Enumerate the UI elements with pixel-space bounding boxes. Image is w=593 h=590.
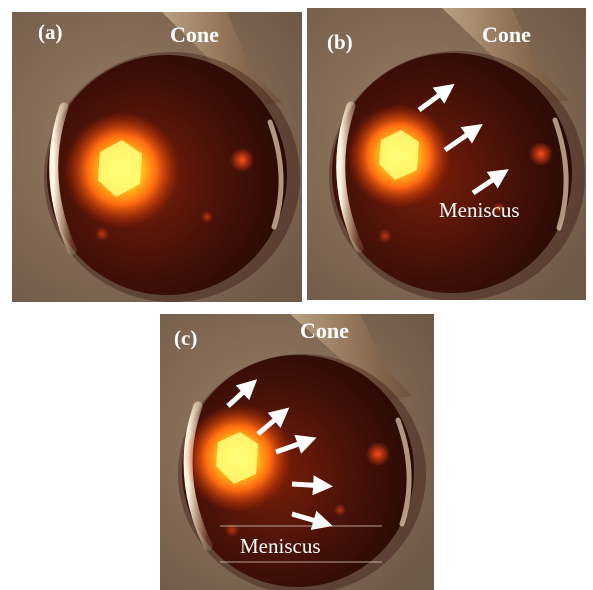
droplet-image-b xyxy=(307,8,586,300)
panel-label-c: (c) xyxy=(174,326,198,350)
panel-a: (a) Cone xyxy=(12,12,302,302)
panel-c: (c) Cone Meniscus xyxy=(160,314,434,590)
arrow-icons-b xyxy=(417,83,509,196)
droplet-image-a xyxy=(12,12,302,302)
panel-label-b: (b) xyxy=(327,30,353,54)
panel-b: (b) Cone Meniscus xyxy=(307,8,586,300)
panel-label-a: (a) xyxy=(38,20,63,44)
cone-label-a: Cone xyxy=(170,22,219,47)
meniscus-label-b: Meniscus xyxy=(439,198,520,222)
arrow-icons-c xyxy=(226,379,333,530)
cone-label-b: Cone xyxy=(482,22,531,47)
droplet-image-c xyxy=(160,314,434,590)
cone-label-c: Cone xyxy=(300,318,349,343)
meniscus-label-c: Meniscus xyxy=(240,534,321,558)
